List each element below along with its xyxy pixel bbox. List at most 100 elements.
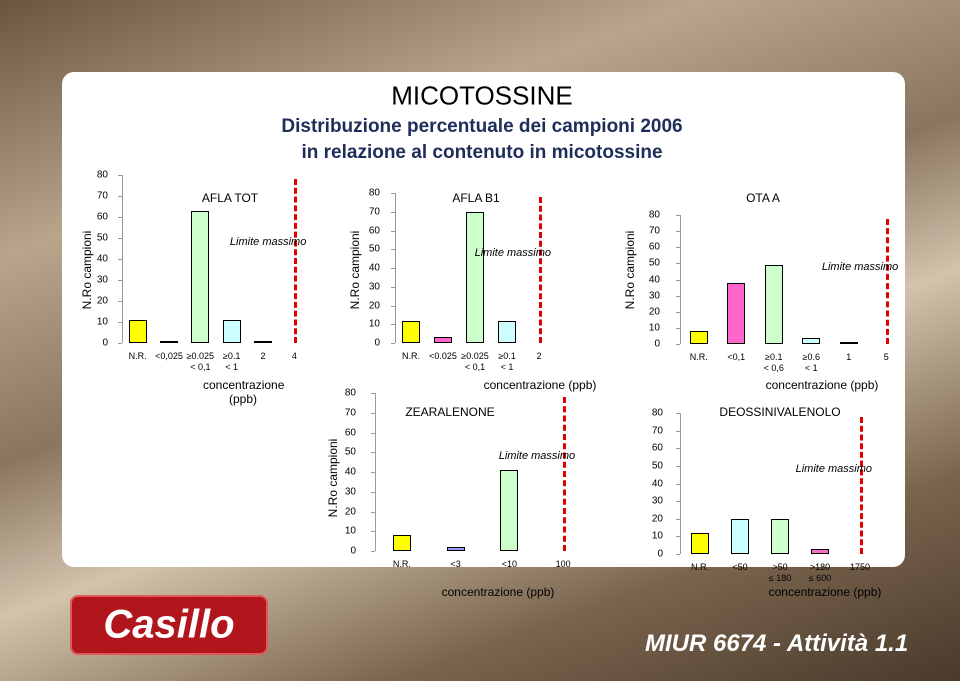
x-tick-label: ≥0.025 < 0,1 xyxy=(186,351,215,372)
bar xyxy=(466,211,484,343)
bar xyxy=(764,264,783,344)
y-tick-label: 60 xyxy=(648,241,660,253)
y-tick-label: 0 xyxy=(374,337,380,349)
y-tick-label: 30 xyxy=(368,281,380,293)
bar xyxy=(689,331,708,344)
bar xyxy=(191,210,210,343)
tick-mark xyxy=(371,491,375,493)
y-tick-label: 70 xyxy=(96,190,108,202)
y-tick-label: 70 xyxy=(648,225,660,237)
x-tick-label: 2 xyxy=(536,351,542,361)
limit-line xyxy=(860,417,863,554)
limit-label: Limite massimo xyxy=(821,260,899,273)
tick-mark xyxy=(118,280,122,281)
tick-mark xyxy=(676,483,680,485)
y-tick-label: 70 xyxy=(368,206,380,218)
y-tick-label: 80 xyxy=(96,169,108,181)
limit-line xyxy=(294,179,298,343)
x-tick-label: 5 xyxy=(883,352,889,362)
tick-mark xyxy=(118,175,122,176)
x-tick-label: <0,1 xyxy=(727,352,746,362)
y-tick-label: 30 xyxy=(648,290,660,302)
bar xyxy=(160,340,178,343)
tick-mark xyxy=(118,343,122,344)
y-tick-label: 40 xyxy=(96,253,108,265)
limit-label: Limite massimo xyxy=(795,463,872,476)
y-axis-label: N.Ro campioni xyxy=(80,230,94,310)
bar xyxy=(802,337,821,344)
x-axis-label: concentrazione (ppb) xyxy=(203,378,285,406)
y-axis-label: N.Ro campioni xyxy=(326,438,340,518)
bar xyxy=(727,282,746,344)
bar xyxy=(839,342,858,345)
y-tick-label: 80 xyxy=(344,387,356,399)
x-tick-label: 4 xyxy=(291,351,297,361)
x-tick-label: ≥0.1 < 0,6 xyxy=(763,352,784,373)
tick-mark xyxy=(391,249,395,251)
tick-mark xyxy=(391,268,395,269)
tick-mark xyxy=(371,452,375,454)
tick-mark xyxy=(391,193,395,194)
bar xyxy=(434,337,452,343)
y-tick-label: 20 xyxy=(96,295,108,307)
tick-mark xyxy=(676,279,680,281)
chart-title: AFLA TOT xyxy=(201,191,259,205)
x-tick-label: 100 xyxy=(555,559,571,569)
bar xyxy=(392,535,411,551)
tick-mark xyxy=(676,518,680,520)
x-tick-label: >50 ≤ 180 xyxy=(768,562,792,583)
y-axis xyxy=(122,175,123,343)
tick-mark xyxy=(118,322,122,323)
y-tick-label: 10 xyxy=(96,316,108,328)
limit-line xyxy=(563,397,567,551)
x-tick-label: N.R. xyxy=(402,351,420,361)
y-tick-label: 50 xyxy=(651,460,663,472)
y-axis xyxy=(680,413,681,554)
x-tick-label: 2 xyxy=(260,351,266,361)
x-tick-label: ≥0.1 < 1 xyxy=(498,351,516,372)
y-tick-label: 10 xyxy=(648,322,660,334)
chart-title: OTA A xyxy=(746,191,780,205)
bar xyxy=(731,518,749,554)
y-tick-label: 0 xyxy=(102,337,108,349)
limit-line xyxy=(886,219,890,344)
x-tick-label: ≥0.6 < 1 xyxy=(802,352,820,373)
y-tick-label: 20 xyxy=(344,506,356,517)
x-tick-label: N.R. xyxy=(128,351,147,361)
limit-label: Limite massimo xyxy=(498,450,576,463)
tick-mark xyxy=(391,343,395,344)
x-tick-label: <3 xyxy=(450,559,461,569)
tick-mark xyxy=(371,432,375,434)
subtitle: in relazione al contenuto in micotossine xyxy=(301,142,663,163)
y-axis-label: N.Ro campioni xyxy=(623,230,637,310)
chart-title: AFLA B1 xyxy=(452,191,500,205)
x-tick-label: N.R. xyxy=(689,352,708,362)
tick-mark xyxy=(676,554,680,555)
x-tick-label: N.R. xyxy=(392,559,411,569)
tick-mark xyxy=(676,327,680,329)
bar xyxy=(771,518,789,554)
y-tick-label: 60 xyxy=(368,225,380,236)
y-tick-label: 50 xyxy=(344,446,356,458)
slide-title: MICOTOSSINE xyxy=(391,80,573,111)
x-axis-label: concentrazione (ppb) xyxy=(441,585,555,599)
y-tick-label: 10 xyxy=(344,525,356,537)
tick-mark xyxy=(371,511,375,513)
chart-title: ZEARALENONE xyxy=(405,405,495,419)
x-tick-label: <10 xyxy=(501,559,518,569)
tick-mark xyxy=(118,196,122,197)
y-tick-label: 60 xyxy=(344,427,356,438)
y-axis-label: N.Ro campioni xyxy=(348,230,362,310)
tick-mark xyxy=(676,263,680,265)
x-tick-label: <50 xyxy=(732,562,748,572)
y-tick-label: 20 xyxy=(651,513,663,525)
x-tick-label: N.R. xyxy=(691,562,709,572)
tick-mark xyxy=(391,324,395,326)
tick-mark xyxy=(391,230,395,232)
x-tick-label: ≥0.025 < 0,1 xyxy=(461,351,489,372)
y-tick-label: 20 xyxy=(648,306,660,318)
subtitle: Distribuzione percentuale dei campioni 2… xyxy=(281,116,683,137)
tick-mark xyxy=(391,211,395,213)
x-tick-label: >180 ≤ 600 xyxy=(808,562,832,583)
